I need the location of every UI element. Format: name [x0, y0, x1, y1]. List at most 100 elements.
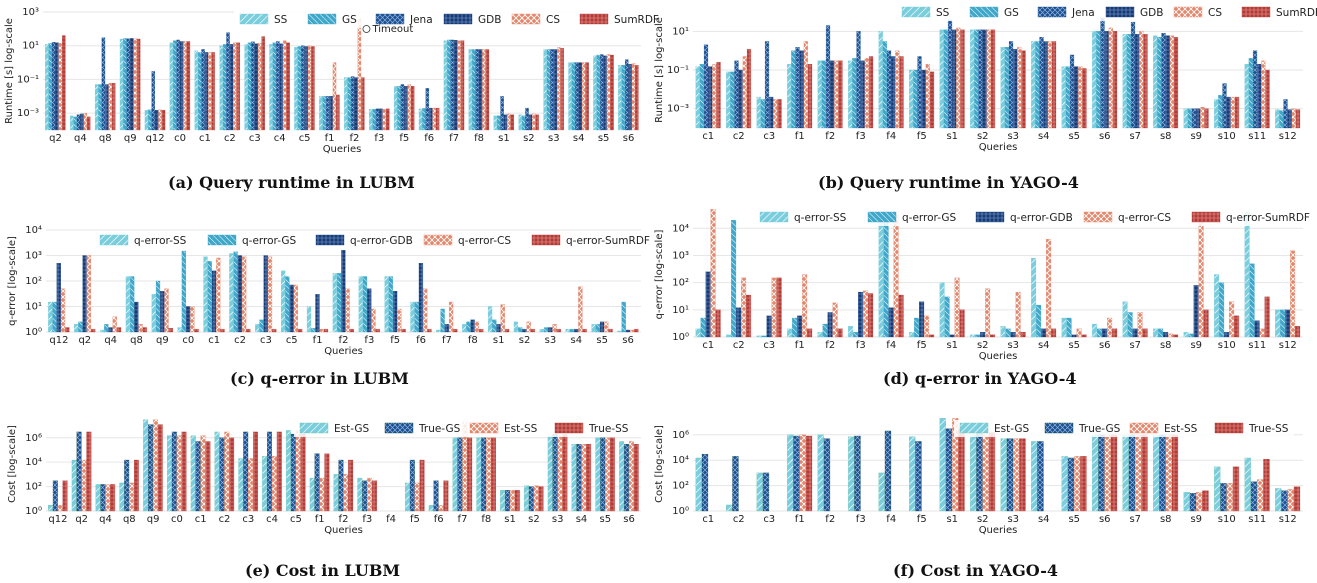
bar-q-error-gdb: [858, 291, 864, 338]
legend-label: q-error-SS: [134, 235, 187, 247]
bar-ss: [119, 38, 124, 131]
x-tick-label: c1: [195, 514, 207, 525]
bar-q-error-ss: [591, 324, 596, 333]
legend-label: SS: [936, 7, 950, 19]
bar-q-error-gdb: [949, 334, 955, 338]
bar-q-error-cs: [1168, 333, 1174, 338]
bar-q-error-ss: [909, 332, 915, 338]
bar-true-gs: [762, 472, 770, 512]
bar-q-error-ss: [539, 328, 544, 333]
bar-jena: [1283, 99, 1288, 129]
x-tick-label: s3: [548, 133, 560, 144]
bar-q-error-sumrdf: [868, 293, 874, 338]
bar-q-error-ss: [1214, 274, 1220, 338]
x-tick-label: f7: [442, 335, 452, 346]
bar-cs: [803, 41, 808, 129]
bar-gdb: [154, 110, 159, 131]
x-tick-label: s5: [1068, 514, 1080, 525]
legend-box: [294, 420, 634, 437]
bar-est-gs: [787, 434, 794, 512]
bar-jena: [1069, 54, 1075, 129]
bar-gs: [397, 85, 401, 131]
legend-swatch: [959, 422, 989, 434]
bar-sumrdf: [1295, 109, 1301, 129]
x-tick-label: s11: [1248, 340, 1266, 351]
legend-label: q-error-GS: [242, 235, 297, 247]
bar-q-error-ss: [878, 211, 884, 338]
bar-q-error-gs: [311, 328, 316, 333]
bar-cs: [1017, 47, 1022, 129]
chart-e: 10⁰ 10² 10⁴ 10⁶ Cost [log-scale] Queries q12 q2…: [7, 419, 641, 536]
bar-true-gs: [624, 443, 629, 512]
bar-ss: [369, 109, 373, 131]
bar-ss: [817, 60, 822, 129]
bar-est-ss: [1135, 434, 1142, 512]
bar-sumrdf: [361, 77, 365, 131]
bar-q-error-ss: [48, 301, 53, 333]
x-tick-label: s4: [1038, 340, 1050, 351]
bar-q-error-sumrdf: [1234, 315, 1240, 338]
bar-q-error-gdb: [705, 271, 711, 338]
bar-q-error-gdb: [599, 321, 605, 333]
bar-q-error-cs: [1046, 238, 1052, 338]
x-tick-label: f1: [795, 131, 805, 142]
bar-q-error-gs: [975, 334, 981, 338]
bar-ss: [1031, 41, 1036, 129]
bar-gdb: [1196, 108, 1201, 129]
bar-q-error-gs: [52, 301, 57, 333]
bar-gs: [621, 65, 625, 131]
bar-ss: [787, 64, 792, 129]
x-tick-label: q9: [124, 133, 137, 144]
bar-sumrdf: [186, 41, 191, 131]
bar-cs: [58, 43, 63, 131]
bar-jena: [764, 41, 770, 129]
bar-q-error-ss: [1183, 332, 1189, 338]
bar-ss: [1000, 47, 1005, 129]
y-tick-label: 10⁴: [25, 225, 42, 236]
bar-q-error-sumrdf: [1081, 334, 1087, 338]
bar-jena: [525, 107, 529, 131]
bar-q-error-cs: [1259, 328, 1265, 338]
bar-true-ss: [205, 441, 211, 512]
bar-ss: [1214, 99, 1219, 129]
x-tick-label: f6: [434, 514, 444, 525]
bar-jena: [978, 29, 983, 129]
bar-true-gs: [267, 431, 272, 512]
bar-gs: [496, 115, 501, 131]
bar-jena: [1008, 41, 1014, 129]
bar-gs: [974, 29, 979, 129]
bar-true-gs: [1098, 434, 1105, 512]
bar-sumrdf: [929, 71, 935, 129]
bar-q-error-ss: [74, 324, 79, 333]
x-tick-label: s1: [946, 514, 958, 525]
legend-box: [954, 420, 1294, 437]
bar-ss: [94, 84, 99, 131]
legend-swatch: [239, 13, 269, 25]
bar-q-error-cs: [604, 321, 609, 333]
bar-q-error-gs: [1036, 304, 1042, 338]
bar-q-error-cs: [1015, 291, 1021, 338]
bar-cs: [1230, 96, 1235, 129]
legend-box: [896, 4, 1306, 21]
bar-jena: [734, 60, 739, 129]
bar-est-gs: [262, 456, 268, 512]
bar-q-error-cs: [1137, 312, 1143, 338]
bar-sumrdf: [286, 42, 290, 131]
bar-gdb: [354, 77, 358, 131]
x-tick-label: s5: [598, 133, 610, 144]
bar-q-error-gdb: [237, 255, 242, 333]
bar-jena: [201, 49, 205, 131]
bar-gdb: [799, 50, 804, 129]
bar-q-error-cs: [1107, 317, 1113, 338]
bar-ss: [970, 29, 975, 129]
bar-cs: [208, 52, 212, 131]
bar-est-gs: [547, 435, 553, 512]
bar-q-error-ss: [462, 324, 467, 333]
y-tick-label: 10¹: [672, 26, 689, 37]
legend-swatch: [975, 211, 1005, 223]
x-tick-label: f2: [825, 514, 835, 525]
bar-sumrdf: [585, 62, 589, 131]
bar-q-error-cs: [578, 286, 583, 333]
y-tick-label: 10⁶: [672, 430, 689, 441]
bar-q-error-cs: [552, 324, 557, 333]
